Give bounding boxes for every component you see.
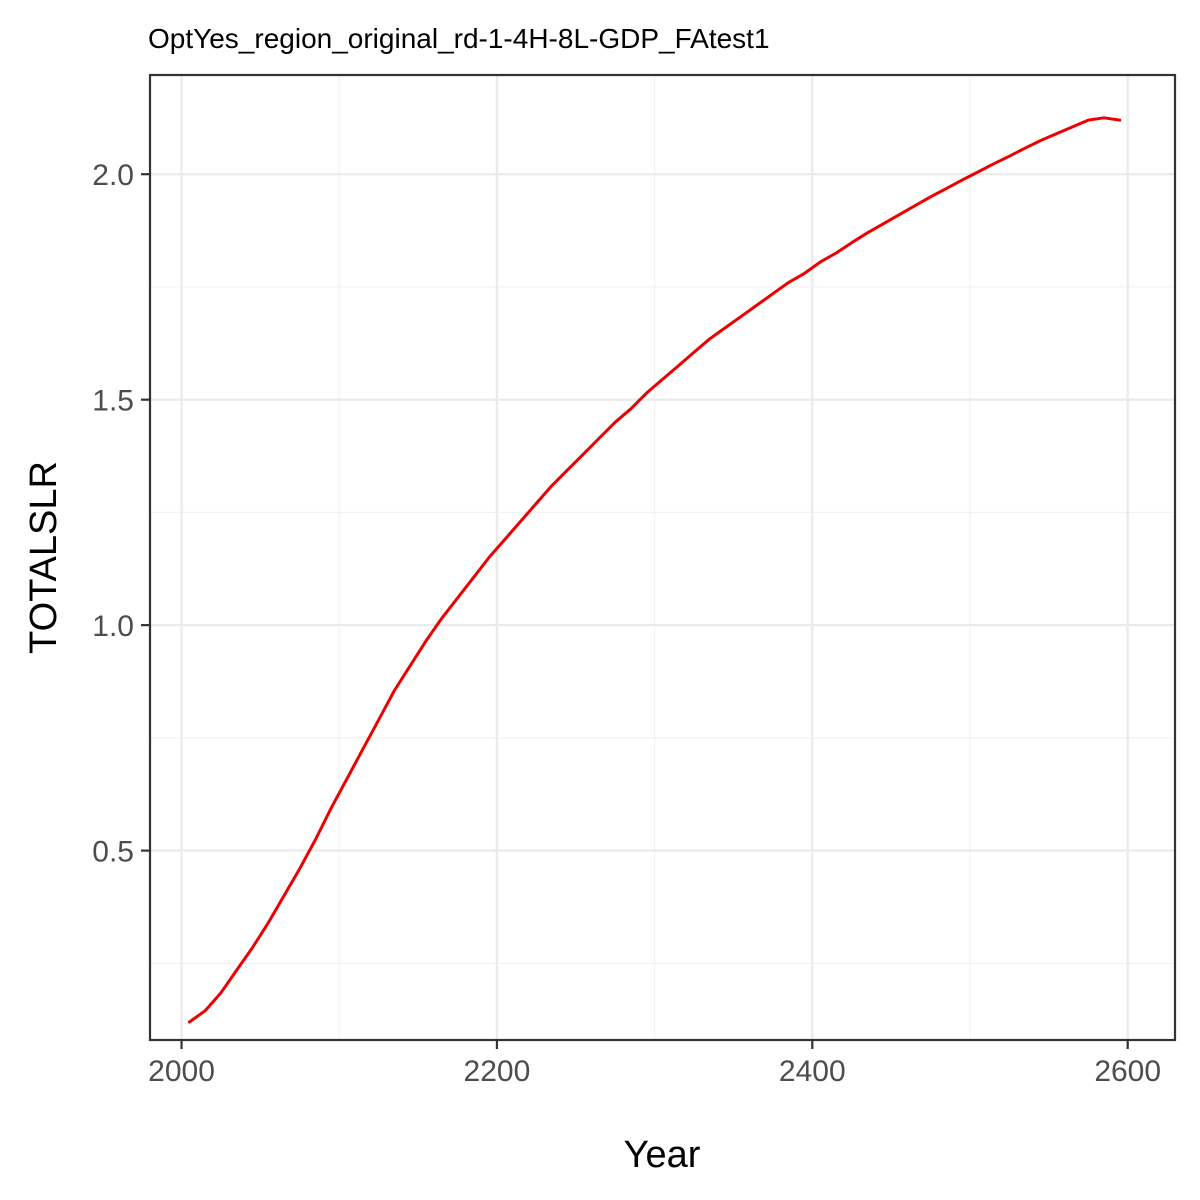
x-axis-title: Year	[624, 1134, 701, 1176]
x-tick-label: 2200	[464, 1055, 531, 1088]
y-tick-label: 0.5	[92, 836, 134, 869]
x-tick-label: 2400	[779, 1055, 846, 1088]
series-layer	[187, 116, 1122, 1024]
grid	[150, 75, 1175, 1040]
chart-title: OptYes_region_original_rd-1-4H-8L-GDP_FA…	[148, 23, 770, 54]
series-line	[187, 116, 1122, 1024]
x-tick-label: 2000	[148, 1055, 215, 1088]
y-tick-label: 1.0	[92, 610, 134, 643]
y-tick-label: 2.0	[92, 159, 134, 192]
y-tick-label: 1.5	[92, 385, 134, 418]
axis-ticks: 2000 2200 2400 2600 0.5 1.0 1.5 2.0	[92, 159, 1161, 1088]
x-tick-label: 2600	[1094, 1055, 1161, 1088]
y-axis-title: TOTALSLR	[23, 461, 65, 654]
panel-border	[148, 73, 1177, 1042]
